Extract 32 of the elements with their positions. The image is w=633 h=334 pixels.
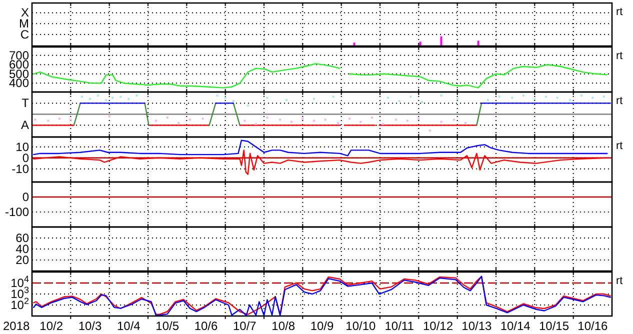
x-tick-label: 10/2 (40, 319, 64, 333)
x-tick-label: 10/8 (272, 319, 296, 333)
y-tick-label: -100 (4, 205, 30, 219)
text: rt (616, 6, 623, 18)
x-tick-label: 10/9 (310, 319, 334, 333)
x-tick-label: 10/6 (194, 319, 218, 333)
x-tick-label: 10/13 (462, 319, 492, 333)
text: rt (616, 95, 623, 107)
text: T (22, 96, 30, 110)
x-tick-label: 10/16 (578, 319, 608, 333)
x-axis-title: 2018 (3, 319, 30, 333)
x-tick-label: 10/10 (346, 319, 376, 333)
bar (477, 40, 480, 46)
x-tick-label: 10/3 (78, 319, 102, 333)
x-tick-label: 10/14 (500, 319, 531, 333)
y-tick-label: 0 (22, 190, 30, 204)
line-series (33, 140, 608, 156)
y-tick-label: 40 (16, 242, 30, 256)
y-tick-label: 60 (16, 231, 30, 245)
text: A (20, 118, 29, 132)
x-tick-label: 10/12 (422, 319, 454, 333)
x-tick-label: 10/5 (156, 319, 180, 333)
x-tick-label: 10/4 (116, 319, 141, 333)
text: rt (616, 50, 623, 62)
line-series (33, 150, 608, 175)
x-tick-label: 10/7 (232, 319, 257, 333)
text: rt (616, 275, 623, 287)
text: rt (616, 140, 623, 152)
x-tick-label: 10/15 (538, 319, 570, 333)
y-tick-label: 20 (16, 253, 30, 267)
bar (440, 36, 442, 46)
x-tick-label: 10/11 (384, 319, 414, 333)
